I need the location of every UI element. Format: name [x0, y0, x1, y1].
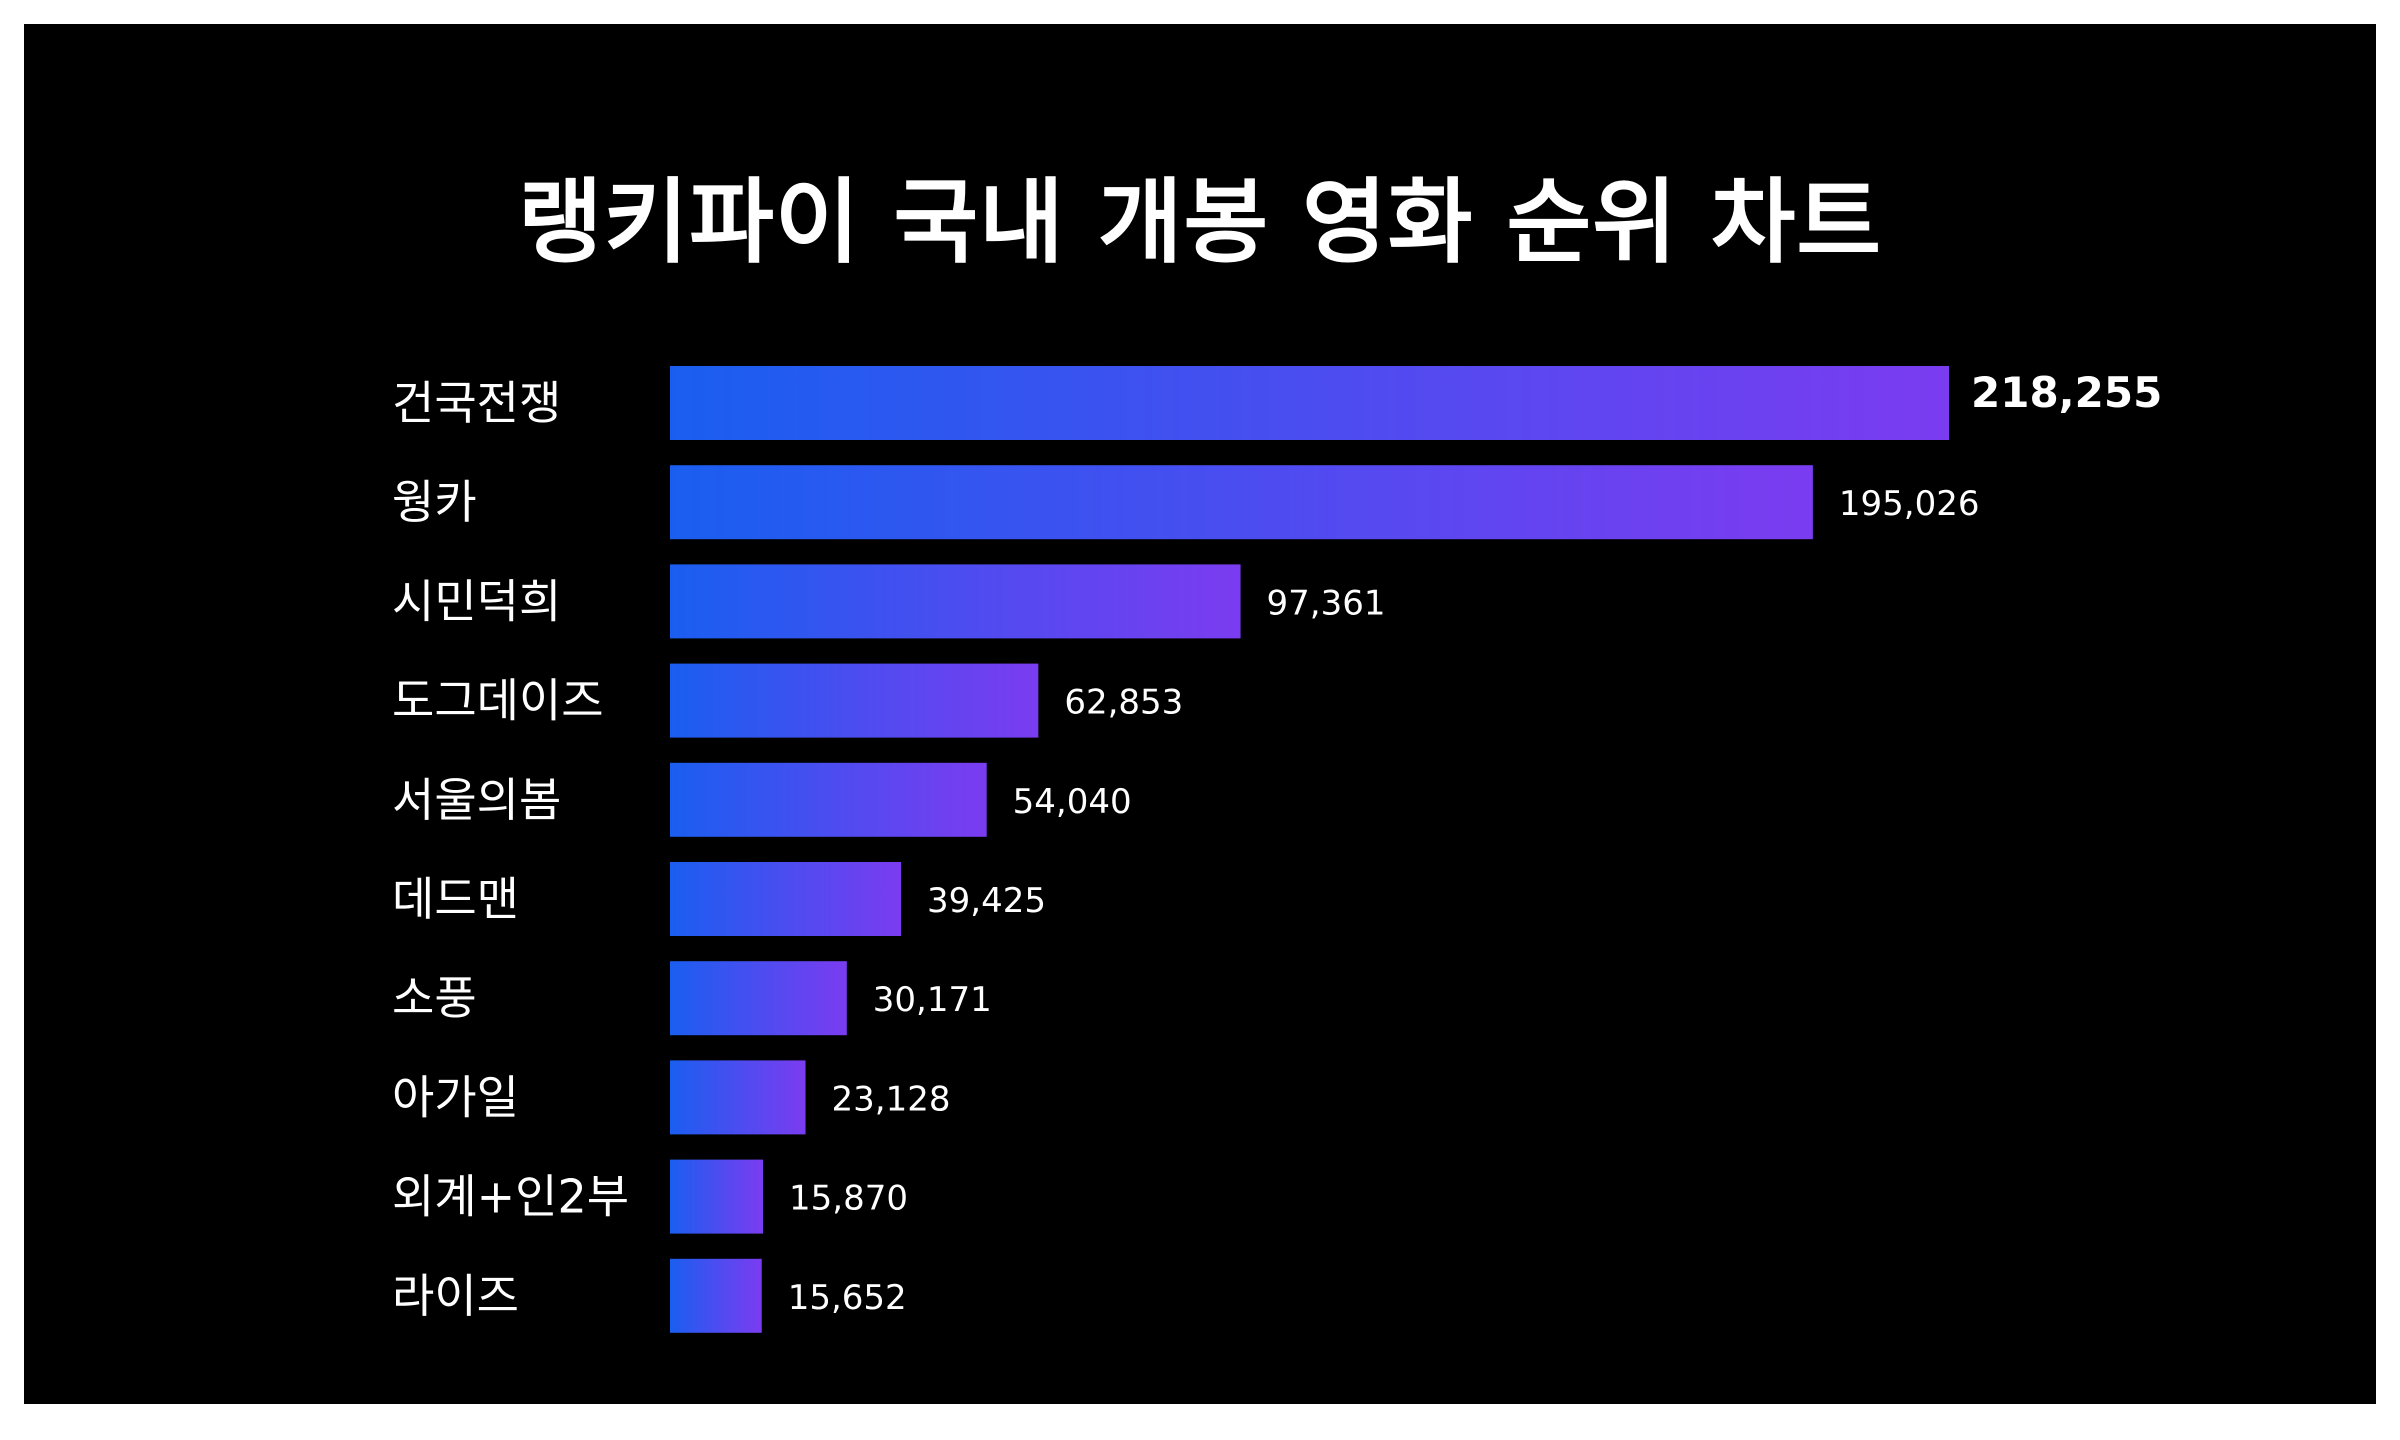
value-label: 15,652 [788, 1278, 907, 1318]
category-label: 도그데이즈 [392, 674, 604, 728]
bar [670, 663, 1039, 738]
value-label: 97,361 [1267, 583, 1386, 623]
category-label: 서울의봄 [392, 773, 561, 827]
category-label: 건국전쟁 [392, 376, 561, 430]
bar [670, 961, 847, 1036]
value-label: 62,853 [1064, 683, 1183, 723]
value-label: 30,171 [873, 980, 992, 1020]
category-label: 데드맨 [392, 872, 519, 926]
value-label: 23,128 [832, 1079, 951, 1119]
bar [670, 862, 902, 936]
bar [670, 465, 1813, 540]
bar [670, 564, 1241, 639]
category-label: 소풍 [392, 971, 477, 1025]
chart-title: 랭키파이 국내 개봉 영화 순위 차트 [517, 169, 1883, 276]
bar [670, 1159, 764, 1234]
value-label: 218,255 [1971, 368, 2162, 417]
category-label: 시민덕희 [392, 574, 561, 628]
category-label: 아가일 [392, 1070, 519, 1124]
value-label: 39,425 [927, 881, 1046, 921]
chart-panel [24, 24, 2376, 1404]
bar [670, 1060, 806, 1135]
value-label: 15,870 [789, 1179, 908, 1219]
value-label: 54,040 [1013, 782, 1132, 822]
value-label: 195,026 [1839, 484, 1980, 524]
bar [670, 762, 987, 837]
bar [670, 1258, 762, 1333]
category-label: 라이즈 [392, 1269, 519, 1323]
category-label: 외계+인2부 [392, 1170, 629, 1224]
category-label: 웡카 [392, 475, 477, 529]
bar [670, 366, 1949, 440]
